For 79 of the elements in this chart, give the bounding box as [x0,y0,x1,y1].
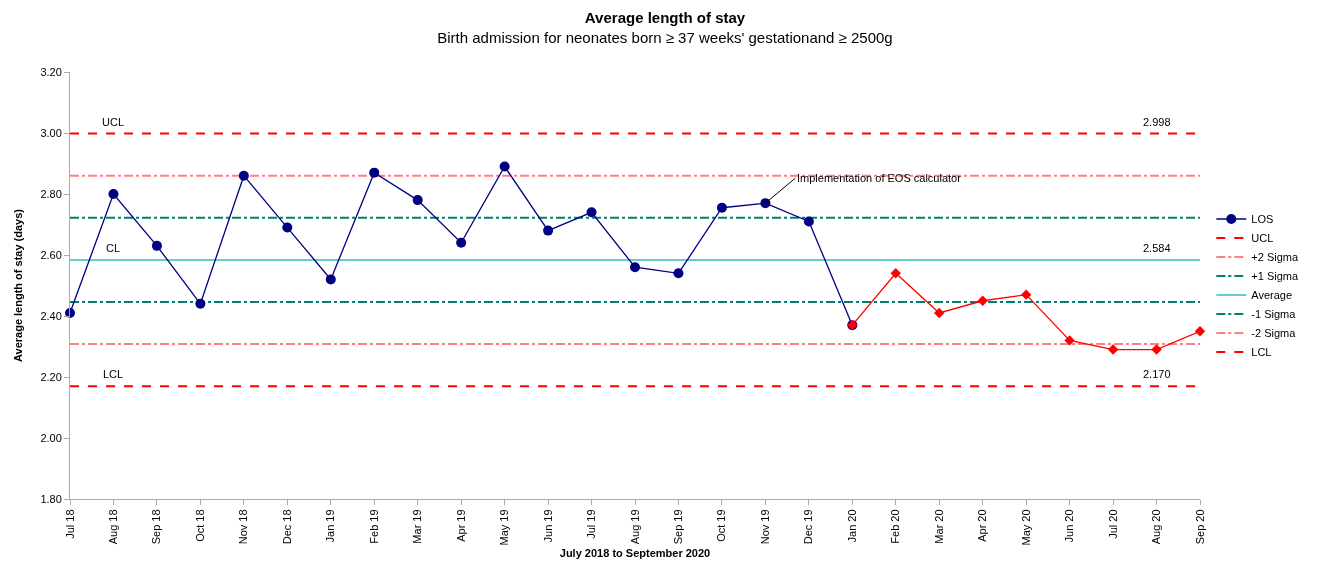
annotation: 2.584 [1143,242,1171,254]
y-tick-label: 2.80 [40,187,62,200]
point [1107,344,1119,355]
point [586,207,597,218]
legend-label: LCL [1251,346,1272,359]
x-tick-label: Apr 19 [454,509,467,542]
point [499,161,510,172]
point [630,262,640,273]
y-tick-label: 2.20 [40,370,62,383]
x-tick-label: Feb 20 [889,509,902,544]
point [1194,326,1206,337]
point [760,198,771,209]
point [108,189,119,199]
legend-label: +1 Sigma [1251,270,1299,283]
x-tick-label: Jun 19 [541,509,554,543]
annotation: 2.998 [1143,116,1171,128]
legend-label: +2 Sigma [1251,251,1299,264]
annotation: UCL [102,116,125,128]
x-tick-label: Dec 19 [802,509,815,545]
annotation: Implementation of EOS calculator [797,172,962,184]
x-tick-label: Aug 18 [107,509,120,545]
x-tick-label: May 19 [498,509,511,546]
x-tick-label: Aug 20 [1150,509,1163,545]
x-tick-label: Jun 20 [1063,509,1076,543]
legend-label: Average [1251,289,1293,302]
x-tick-label: Jul 20 [1106,509,1119,539]
y-tick-label: 2.60 [40,248,62,261]
legend-label: -1 Sigma [1251,308,1297,321]
x-tick-label: Aug 19 [628,509,641,545]
x-axis-title: July 2018 to September 2020 [559,546,711,559]
point [673,268,684,279]
point [543,225,554,236]
point [456,237,467,248]
point [369,167,380,178]
y-axis-title: Average length of stay (days) [12,208,25,363]
legend-label: LOS [1251,213,1274,226]
annotation: LCL [103,368,124,380]
point [151,240,162,251]
x-tick-label: Dec 18 [280,509,293,545]
chart-subtitle: Birth admission for neonates born ≥ 37 weeks' gestationand ≥ 2500g [437,28,893,46]
point [977,295,988,306]
point [890,268,901,279]
point [803,216,814,227]
x-tick-label: Sep 18 [150,509,163,545]
point [1151,344,1162,355]
point [1064,335,1075,346]
point [238,170,249,181]
x-tick-label: Sep 19 [672,509,685,545]
legend-label: UCL [1251,232,1274,245]
x-tick-label: Mar 19 [411,509,424,544]
y-tick-label: 2.00 [40,431,62,444]
x-tick-label: Oct 19 [715,509,728,542]
annotation: CL [106,242,121,254]
x-tick-label: Mar 20 [932,509,945,544]
x-tick-label: Sep 20 [1193,509,1206,545]
x-tick-label: May 20 [1019,509,1032,546]
x-tick-label: Jul 18 [63,509,76,539]
x-tick-label: Jul 19 [585,509,598,539]
annotation: 2.170 [1143,368,1171,380]
y-tick-label: 1.80 [40,492,62,505]
point [195,298,206,309]
point [412,195,423,206]
point [1020,289,1032,300]
x-tick-label: Jan 20 [845,509,858,543]
point [716,202,727,213]
y-tick-label: 3.00 [40,126,62,139]
chart-title: Average length of stay [584,9,746,27]
point [934,307,945,319]
legend-label: -2 Sigma [1251,327,1297,340]
x-tick-label: Nov 18 [237,509,250,545]
y-tick-label: 3.20 [40,65,62,78]
x-tick-label: Apr 20 [976,509,989,542]
y-tick-label: 2.40 [40,309,62,322]
x-tick-label: Oct 18 [193,509,206,542]
x-tick-label: Feb 19 [367,509,380,544]
x-tick-label: Jan 19 [324,509,337,543]
x-tick-label: Nov 19 [758,509,771,545]
point [282,222,293,233]
point [325,274,336,285]
